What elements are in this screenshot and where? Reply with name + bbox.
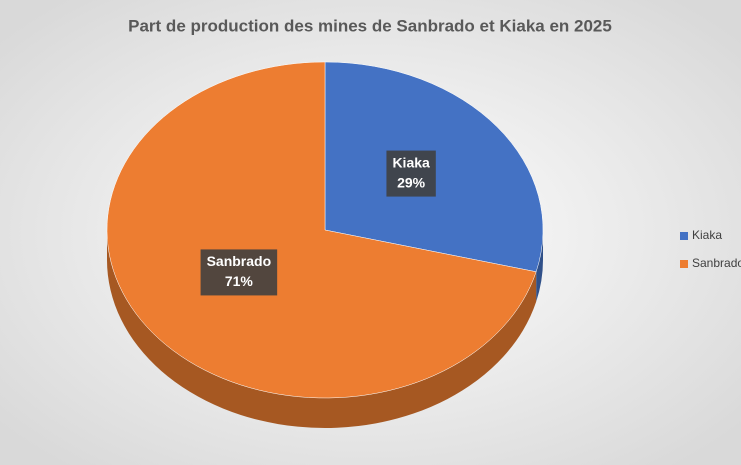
slice-side (107, 230, 537, 428)
data-label-category: Sanbrado (207, 253, 272, 269)
chart-title: Part de production des mines de Sanbrado… (128, 16, 612, 35)
legend-label: Kiaka (692, 228, 722, 242)
data-label: Sanbrado 71% (200, 249, 278, 296)
data-label-value: 71% (225, 273, 254, 289)
data-label-box (200, 249, 278, 296)
legend: Kiaka Sanbrado (680, 228, 741, 270)
data-label-box (386, 150, 436, 197)
slice (106, 61, 537, 399)
pie: Kiaka 29% Sanbrado 71% (106, 61, 544, 428)
slice-side (536, 230, 543, 302)
data-label: Kiaka 29% (386, 150, 436, 197)
legend-swatch (680, 260, 688, 268)
legend-label: Sanbrado (692, 256, 741, 270)
pie-tops (106, 61, 544, 399)
pie-sides (107, 230, 543, 428)
data-label-value: 29% (397, 174, 426, 190)
data-label-category: Kiaka (392, 154, 430, 170)
legend-swatch (680, 232, 688, 240)
